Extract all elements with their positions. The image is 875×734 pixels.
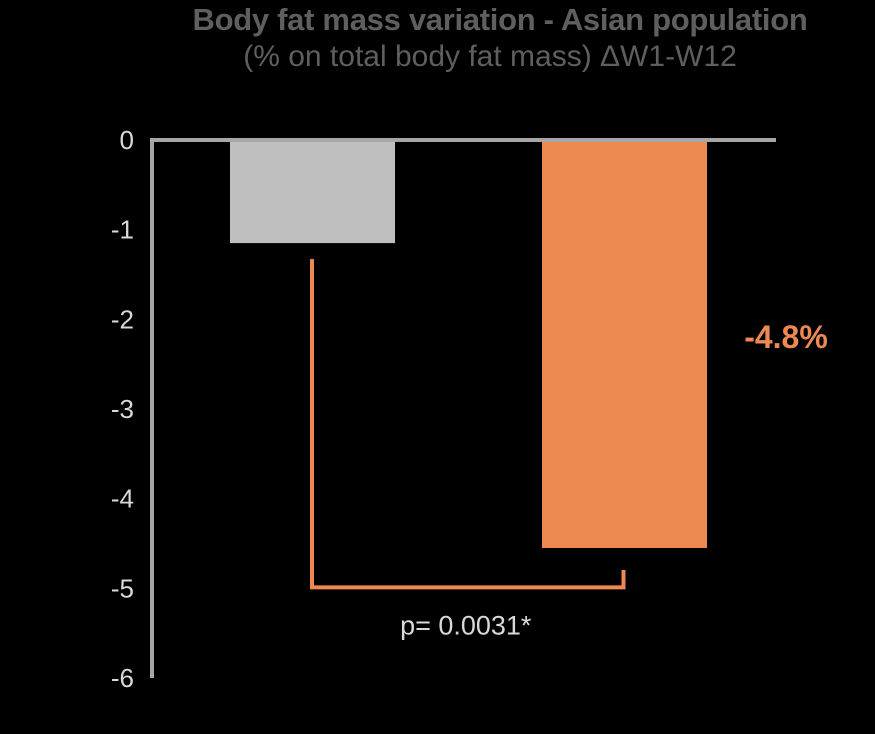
- y-axis: 0 -1 -2 -3 -4 -5 -6: [111, 125, 776, 693]
- p-value-label: p= 0.0031*: [400, 610, 532, 640]
- y-tick-label: -4: [111, 484, 134, 514]
- y-tick-label: -6: [111, 663, 134, 693]
- annotations: p= 0.0031* -4.8%: [310, 259, 828, 640]
- chart-subtitle: (% on total body fat mass) ΔW1-W12: [243, 40, 737, 73]
- y-tick-label: -5: [111, 573, 134, 603]
- bar-2: [542, 142, 707, 548]
- y-tick-label: -3: [111, 394, 134, 424]
- bars: [230, 142, 707, 548]
- bar-1: [230, 142, 395, 244]
- y-tick-label: 0: [120, 125, 134, 155]
- data-label: -4.8%: [744, 319, 828, 355]
- significance-bracket: [310, 259, 626, 590]
- chart-title: Body fat mass variation - Asian populati…: [192, 2, 808, 37]
- y-tick-label: -1: [111, 215, 134, 245]
- y-tick-label: -2: [111, 304, 134, 334]
